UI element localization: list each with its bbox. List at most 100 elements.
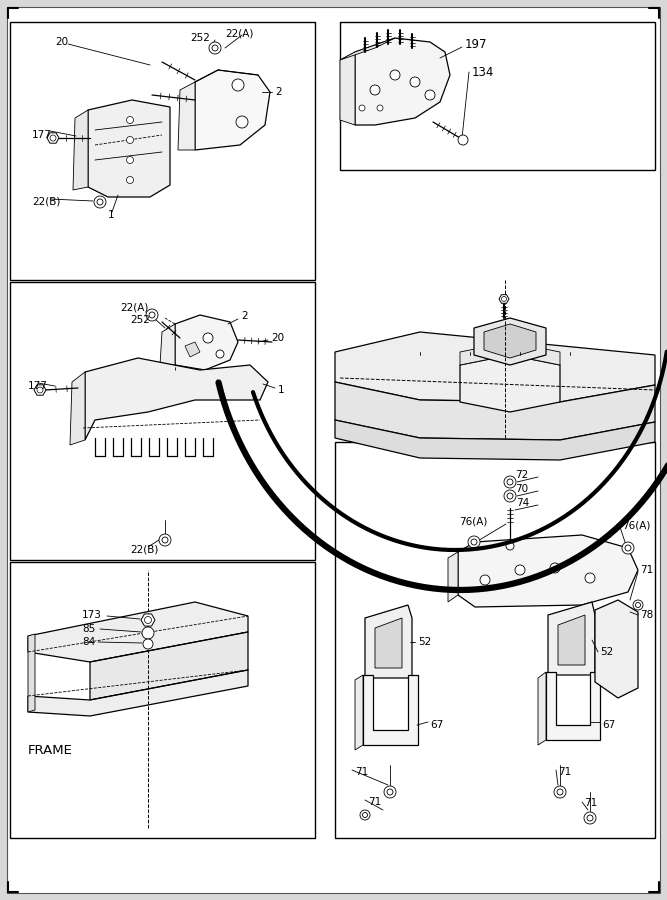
Text: 70: 70: [515, 484, 528, 494]
Polygon shape: [448, 552, 458, 602]
Text: 84: 84: [82, 637, 95, 647]
Polygon shape: [85, 358, 268, 440]
Circle shape: [127, 157, 133, 164]
Polygon shape: [355, 675, 363, 750]
Bar: [335, 442, 655, 838]
Text: 173: 173: [82, 610, 102, 620]
Text: 252: 252: [130, 315, 150, 325]
Text: 20: 20: [271, 333, 284, 343]
Text: 52: 52: [600, 647, 613, 657]
Polygon shape: [335, 332, 655, 402]
Text: 2: 2: [275, 87, 281, 97]
Polygon shape: [460, 342, 560, 365]
Text: 85: 85: [82, 624, 95, 634]
Polygon shape: [548, 602, 595, 675]
Circle shape: [471, 539, 477, 545]
Polygon shape: [365, 605, 412, 678]
Circle shape: [50, 135, 56, 141]
Text: 134: 134: [472, 66, 494, 78]
Circle shape: [625, 545, 631, 551]
Text: FRAME: FRAME: [28, 743, 73, 757]
Polygon shape: [185, 342, 200, 357]
Text: 71: 71: [640, 565, 653, 575]
Circle shape: [149, 312, 155, 318]
Polygon shape: [88, 100, 170, 197]
Polygon shape: [28, 634, 35, 712]
Polygon shape: [546, 672, 600, 740]
Circle shape: [212, 45, 218, 51]
Polygon shape: [538, 672, 546, 745]
Circle shape: [507, 493, 513, 499]
Polygon shape: [355, 38, 450, 125]
Polygon shape: [175, 315, 238, 370]
Circle shape: [633, 600, 643, 610]
Circle shape: [585, 573, 595, 583]
Text: 1: 1: [278, 385, 285, 395]
Polygon shape: [141, 614, 155, 626]
Text: 78: 78: [640, 610, 653, 620]
Polygon shape: [195, 70, 270, 150]
Circle shape: [410, 77, 420, 87]
Polygon shape: [558, 615, 585, 665]
Circle shape: [504, 490, 516, 502]
Circle shape: [370, 85, 380, 95]
Circle shape: [127, 176, 133, 184]
Polygon shape: [70, 372, 85, 445]
Circle shape: [387, 789, 393, 795]
Circle shape: [425, 90, 435, 100]
Circle shape: [502, 296, 506, 302]
Bar: [340, 22, 655, 170]
Text: 67: 67: [602, 720, 615, 730]
Circle shape: [636, 602, 640, 608]
Circle shape: [232, 79, 244, 91]
Bar: [10, 562, 315, 838]
Circle shape: [458, 135, 468, 145]
Circle shape: [506, 542, 514, 550]
Circle shape: [622, 542, 634, 554]
Text: 74: 74: [516, 498, 529, 508]
Polygon shape: [363, 675, 418, 745]
Polygon shape: [460, 355, 560, 412]
Circle shape: [587, 815, 593, 821]
Polygon shape: [375, 618, 402, 668]
Circle shape: [390, 70, 400, 80]
Circle shape: [209, 42, 221, 54]
Text: 22(A): 22(A): [225, 29, 253, 39]
Polygon shape: [34, 385, 46, 395]
Polygon shape: [474, 318, 546, 365]
Circle shape: [145, 616, 151, 624]
Circle shape: [203, 333, 213, 343]
Text: 72: 72: [515, 470, 528, 480]
Text: 177: 177: [32, 130, 52, 140]
Text: 177: 177: [28, 381, 48, 391]
Polygon shape: [160, 324, 175, 365]
Circle shape: [37, 387, 43, 393]
Polygon shape: [340, 38, 395, 60]
Text: 252: 252: [190, 33, 210, 43]
Polygon shape: [484, 324, 536, 358]
Circle shape: [359, 105, 365, 111]
Circle shape: [360, 810, 370, 820]
Circle shape: [468, 536, 480, 548]
Circle shape: [236, 116, 248, 128]
Text: 71: 71: [355, 767, 368, 777]
Circle shape: [97, 199, 103, 205]
Circle shape: [480, 575, 490, 585]
Circle shape: [584, 812, 596, 824]
Circle shape: [146, 309, 158, 321]
Polygon shape: [178, 82, 195, 150]
Circle shape: [507, 479, 513, 485]
Text: 2: 2: [241, 311, 247, 321]
Circle shape: [216, 350, 224, 358]
Circle shape: [162, 537, 168, 543]
Circle shape: [159, 534, 171, 546]
Text: 197: 197: [465, 38, 488, 50]
Text: 22(A): 22(A): [120, 303, 148, 313]
Circle shape: [127, 116, 133, 123]
Polygon shape: [90, 632, 248, 700]
Text: 71: 71: [558, 767, 571, 777]
Circle shape: [377, 105, 383, 111]
Text: 76(A): 76(A): [622, 520, 650, 530]
Circle shape: [362, 813, 368, 817]
Text: 1: 1: [108, 210, 115, 220]
